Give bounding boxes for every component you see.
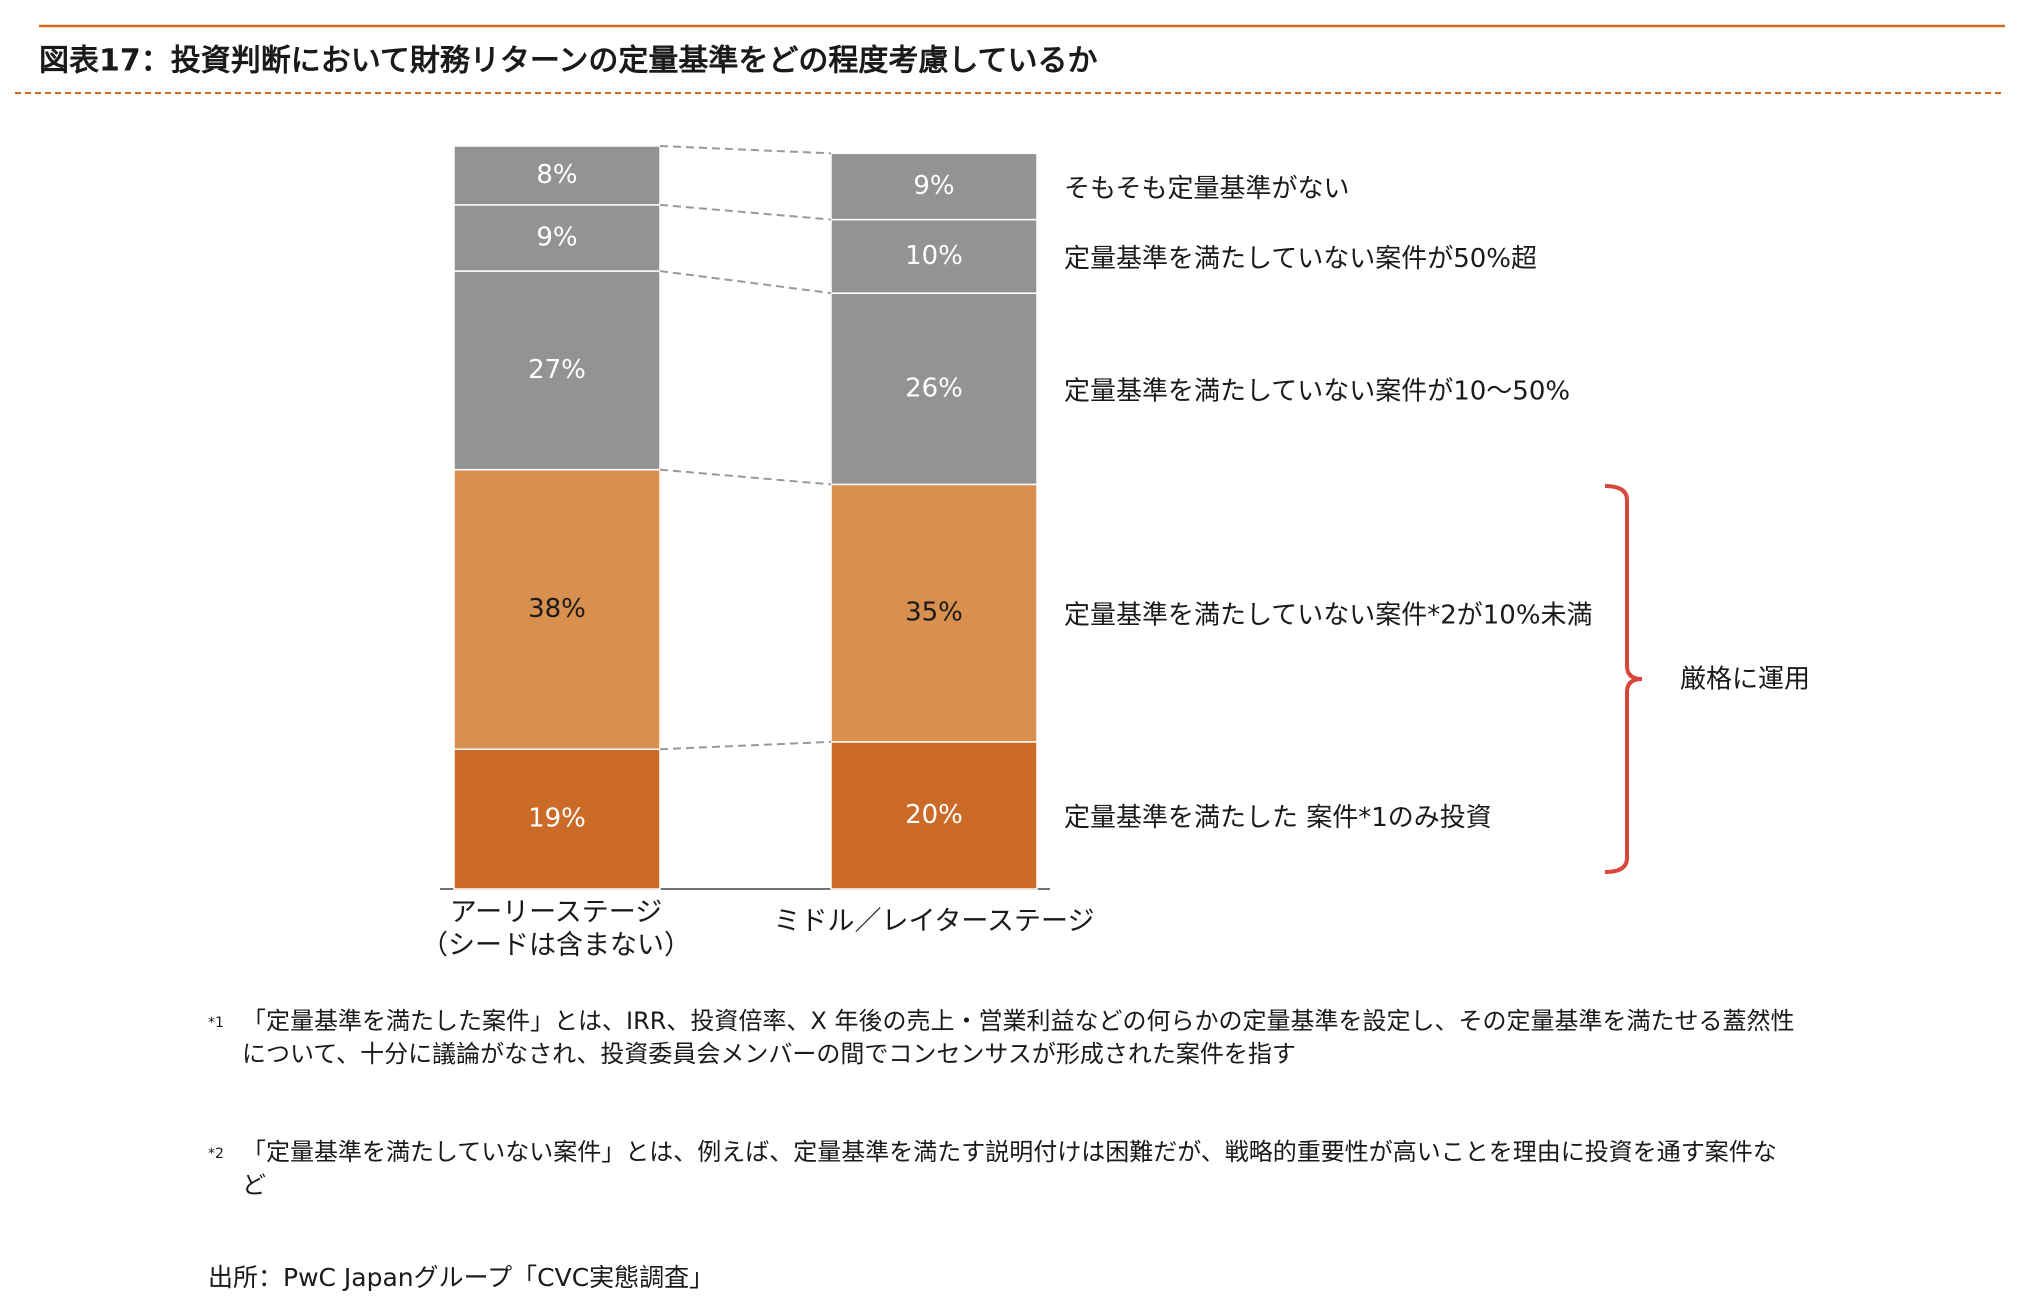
footnote-text: 「定量基準を満たしていない案件」とは、例えば、定量基準を満たす説明付けは困難だが… — [242, 1138, 1777, 1199]
bar-segment — [830, 218, 1038, 294]
data-label: 19% — [528, 804, 586, 834]
connector — [659, 740, 832, 751]
data-label: 27% — [528, 355, 586, 385]
connector — [659, 145, 832, 155]
connector — [659, 468, 832, 486]
bar-segment — [453, 468, 661, 750]
category-label: ミドル／レイターステージ — [773, 906, 1095, 937]
series-label: 定量基準を満たした 案件*1のみ投資 — [1064, 803, 1492, 833]
footnote-text: 「定量基準を満たした案件」とは、IRR、投資倍率、X 年後の売上・営業利益などの… — [242, 1007, 1795, 1068]
data-label: 20% — [905, 800, 963, 830]
source: 出所：PwC Japanグループ「CVC実態調査」 — [208, 1263, 715, 1292]
chart-title: 図表17：投資判断において財務リターンの定量基準をどの程度考慮しているか — [39, 44, 1097, 79]
footnote-marker: *2 — [208, 1146, 224, 1162]
bar-segment — [830, 483, 1038, 743]
series-label: 定量基準を満たしていない案件が10〜50% — [1064, 376, 1570, 406]
connector — [659, 270, 832, 295]
data-label: 9% — [536, 222, 577, 252]
bar-segment — [453, 270, 661, 471]
series-label: 定量基準を満たしていない案件が50%超 — [1064, 244, 1537, 274]
footnote-marker: *1 — [208, 1015, 224, 1031]
footnote: *1 「定量基準を満たした案件」とは、IRR、投資倍率、X 年後の売上・営業利益な… — [208, 1005, 1798, 1071]
data-label: 8% — [536, 160, 577, 190]
data-label: 26% — [905, 373, 963, 403]
bar-segment — [453, 145, 661, 206]
bar-segment — [830, 292, 1038, 486]
bar-segment — [453, 748, 661, 890]
connector — [659, 203, 832, 221]
bar-segment — [830, 741, 1038, 890]
data-label: 10% — [905, 241, 963, 271]
bar-segment — [453, 204, 661, 272]
bracket — [1604, 484, 1643, 874]
bar-segment — [830, 152, 1038, 221]
series-label: そもそも定量基準がない — [1064, 174, 1349, 204]
footnote: *2 「定量基準を満たしていない案件」とは、例えば、定量基準を満たす説明付けは困難… — [208, 1136, 1798, 1202]
category-label: アーリーステージ （シードは含まない） — [421, 897, 691, 961]
annotation: 厳格に運用 — [1680, 665, 1810, 695]
data-label: 38% — [528, 594, 586, 624]
series-label: 定量基準を満たしていない案件*2が10%未満 — [1064, 601, 1593, 631]
data-label: 9% — [913, 171, 954, 201]
data-label: 35% — [905, 598, 963, 628]
